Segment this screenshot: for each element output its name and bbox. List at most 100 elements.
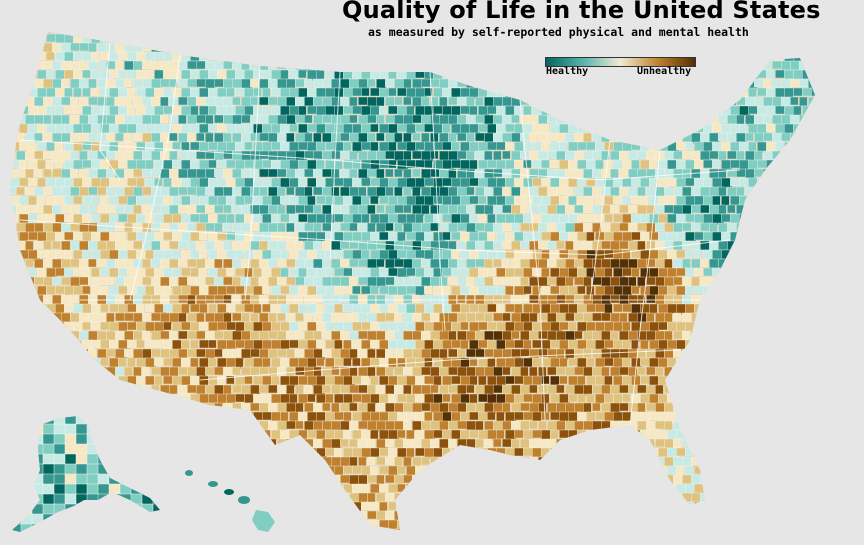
county-cell — [799, 132, 808, 142]
county-cell — [199, 465, 212, 476]
county-cell — [712, 483, 725, 494]
county-cell — [547, 240, 558, 250]
county-cell — [721, 357, 733, 370]
county-cell — [187, 492, 199, 503]
county-cell — [424, 285, 433, 295]
county-cell — [655, 474, 664, 485]
county-cell — [232, 240, 243, 251]
county-cell — [403, 420, 412, 431]
county-cell — [343, 483, 353, 495]
county-cell — [820, 376, 829, 385]
county-cell — [469, 465, 480, 478]
county-cell — [349, 276, 358, 288]
county-cell — [415, 483, 424, 493]
county-cell — [370, 483, 381, 494]
county-cell — [682, 276, 692, 288]
county-cell — [574, 186, 585, 196]
county-cell — [718, 114, 728, 124]
county-cell — [181, 357, 192, 368]
county-cell — [622, 213, 632, 224]
county-cell — [16, 60, 29, 72]
county-cell — [118, 105, 128, 117]
county-cell — [610, 96, 620, 107]
county-cell — [214, 168, 224, 178]
county-cell — [559, 87, 572, 98]
county-cell — [493, 474, 502, 484]
county-cell — [739, 483, 750, 495]
county-cell — [442, 483, 452, 494]
county-cell — [205, 96, 216, 108]
county-cell — [325, 483, 335, 494]
county-cell — [244, 33, 255, 44]
county-cell — [439, 330, 450, 341]
county-cell — [694, 87, 703, 99]
county-cell — [655, 510, 664, 523]
county-cell — [448, 132, 457, 144]
county-cell — [307, 501, 317, 512]
county-cell — [475, 78, 488, 90]
county-cell — [127, 33, 140, 44]
county-cell — [556, 96, 567, 106]
county-cell — [361, 87, 370, 97]
county-cell — [799, 168, 811, 179]
county-cell — [736, 204, 749, 215]
county-cell — [172, 159, 183, 169]
county-cell — [376, 96, 385, 108]
county-cell — [820, 34, 832, 45]
county-cell — [568, 393, 578, 403]
county-cell — [484, 492, 496, 502]
county-cell — [466, 330, 476, 342]
county-cell — [28, 411, 37, 423]
county-cell — [325, 51, 336, 63]
county-cell — [133, 240, 143, 250]
county-cell — [556, 132, 567, 143]
county-cell — [133, 32, 144, 36]
county-cell — [703, 249, 713, 260]
county-cell — [703, 267, 714, 277]
county-cell — [487, 105, 498, 115]
county-cell — [682, 402, 693, 412]
county-cell — [613, 141, 624, 153]
county-cell — [79, 384, 89, 395]
county-cell — [196, 492, 207, 503]
county-cell — [262, 483, 272, 496]
county-cell — [817, 241, 826, 250]
county-cell — [808, 294, 815, 305]
county-cell — [721, 447, 732, 457]
county-cell — [583, 492, 594, 502]
county-cell — [745, 132, 754, 142]
county-cell — [370, 123, 379, 133]
county-cell — [43, 204, 53, 215]
county-cell — [754, 276, 766, 289]
county-cell — [790, 402, 803, 415]
county-cell — [772, 168, 782, 180]
county-cell — [145, 267, 155, 278]
county-cell — [388, 141, 397, 152]
county-cell — [691, 204, 702, 214]
county-cell — [412, 276, 422, 287]
county-cell — [343, 267, 353, 277]
county-cell — [790, 456, 802, 467]
county-cell — [250, 32, 262, 34]
county-cell — [361, 411, 372, 423]
county-cell — [646, 402, 656, 412]
county-cell — [424, 195, 435, 207]
county-cell — [802, 249, 813, 260]
county-cell — [781, 366, 790, 376]
county-cell — [694, 51, 707, 62]
county-cell — [223, 456, 236, 469]
county-cell — [331, 42, 344, 53]
county-cell — [241, 384, 251, 396]
county-cell — [550, 447, 561, 459]
county-cell — [565, 510, 574, 521]
county-cell — [541, 429, 551, 441]
county-cell — [745, 186, 755, 196]
county-cell — [637, 150, 647, 160]
county-cell — [628, 492, 641, 505]
county-cell — [565, 312, 575, 322]
county-cell — [262, 213, 273, 224]
county-cell — [190, 33, 199, 44]
county-cell — [397, 339, 407, 351]
county-cell — [802, 141, 815, 154]
county-cell — [340, 222, 351, 232]
